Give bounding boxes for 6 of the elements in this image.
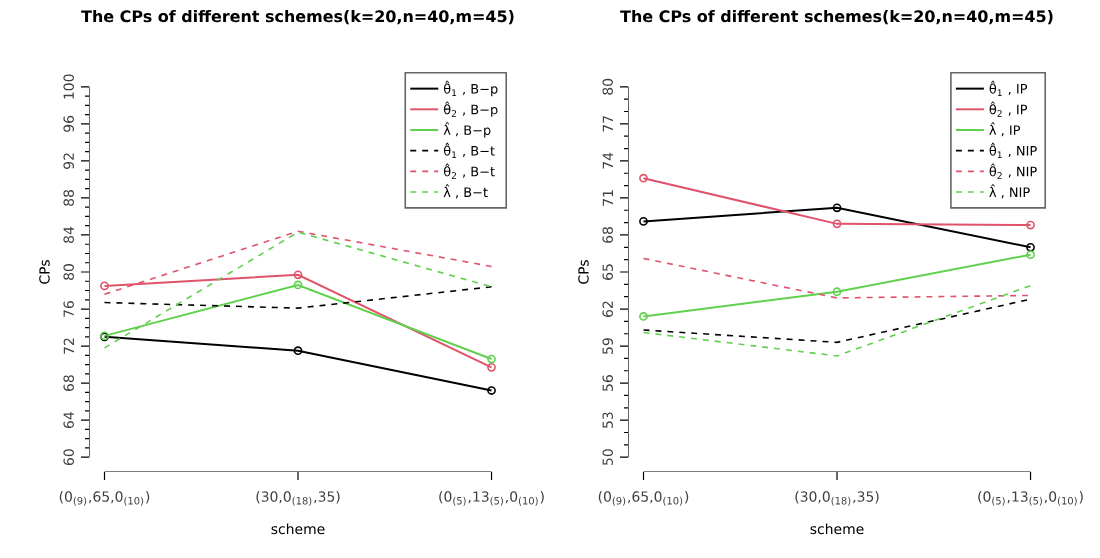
point — [832, 203, 842, 213]
point — [293, 270, 303, 280]
point — [293, 346, 303, 356]
point — [293, 280, 303, 290]
point — [832, 219, 842, 229]
point — [832, 287, 842, 297]
